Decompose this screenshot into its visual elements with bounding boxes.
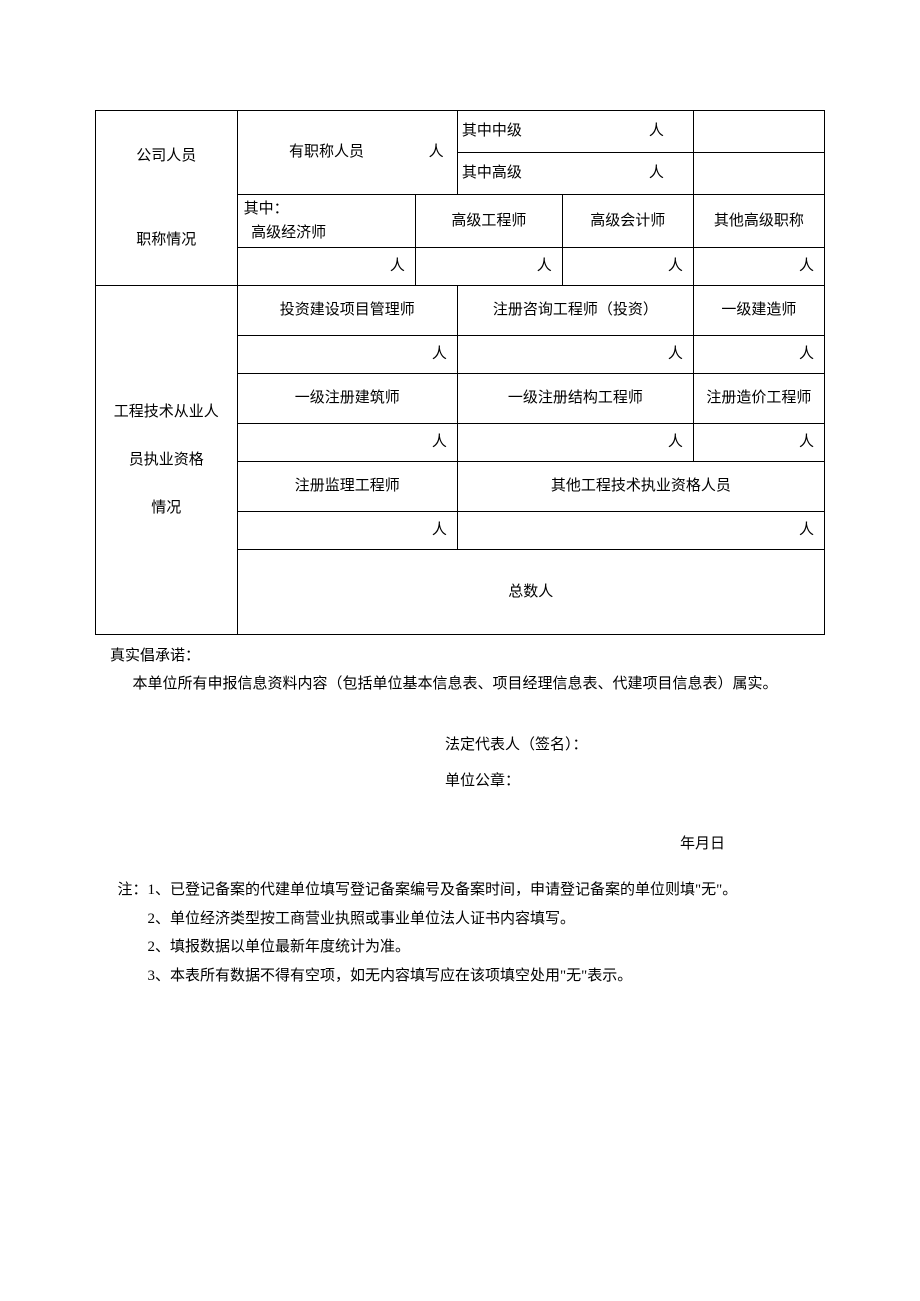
q-r1c3-unit: 人 <box>693 336 824 374</box>
q-r1c1-unit: 人 <box>237 336 457 374</box>
document-page: 公司人员职称情况 有职称人员 人 其中中级 人 其中高级 人 其中： 高级经济师… <box>0 0 920 1050</box>
mid-level-unit: 人 <box>620 111 693 153</box>
q-r3c2-unit: 人 <box>457 512 824 550</box>
senior-level-blank <box>693 153 824 195</box>
q-r3c1-label: 注册监理工程师 <box>237 462 457 512</box>
q-r3c2-label: 其他工程技术执业资格人员 <box>457 462 824 512</box>
q-r1c2-label: 注册咨询工程师（投资） <box>457 286 693 336</box>
notes-block: 注：1、已登记备案的代建单位填写登记备案编号及备案时间，申请登记备案的单位则填"… <box>95 876 825 990</box>
q-r1c2-unit: 人 <box>457 336 693 374</box>
section2-header: 工程技术从业人员执业资格情况 <box>96 286 238 635</box>
mid-level-value <box>562 111 620 153</box>
q-r2c2-label: 一级注册结构工程师 <box>457 374 693 424</box>
senior-level-label: 其中高级 <box>457 153 562 195</box>
mid-level-label: 其中中级 <box>457 111 562 153</box>
sub4-unit: 人 <box>693 248 824 286</box>
section1-header: 公司人员职称情况 <box>96 111 238 286</box>
sub-prefix-cell: 其中： 高级经济师 <box>237 195 415 248</box>
note-3: 2、填报数据以单位最新年度统计为准。 <box>95 933 825 962</box>
q-r1c3-label: 一级建造师 <box>693 286 824 336</box>
mid-level-blank <box>693 111 824 153</box>
note-2: 2、单位经济类型按工商营业执照或事业单位法人证书内容填写。 <box>95 905 825 934</box>
note-1-text: 1、已登记备案的代建单位填写登记备案编号及备案时间，申请登记备案的单位则填"无"… <box>148 882 738 898</box>
commitment-block: 真实倡承诺： 本单位所有申报信息资料内容（包括单位基本信息表、项目经理信息表、代… <box>95 643 825 990</box>
title-staff-label: 有职称人员 <box>237 111 415 195</box>
commitment-body: 本单位所有申报信息资料内容（包括单位基本信息表、项目经理信息表、代建项目信息表）… <box>95 671 825 699</box>
q-r2c1-label: 一级注册建筑师 <box>237 374 457 424</box>
q-r2c3-label: 注册造价工程师 <box>693 374 824 424</box>
sub3-label: 高级会计师 <box>562 195 693 248</box>
date-line: 年月日 <box>95 831 825 859</box>
note-1: 注：1、已登记备案的代建单位填写登记备案编号及备案时间，申请登记备案的单位则填"… <box>95 876 825 905</box>
note-4: 3、本表所有数据不得有空项，如无内容填写应在该项填空处用"无"表示。 <box>95 962 825 991</box>
q-r2c2-unit: 人 <box>457 424 693 462</box>
q-r2c1-unit: 人 <box>237 424 457 462</box>
sub2-label: 高级工程师 <box>415 195 562 248</box>
commitment-title: 真实倡承诺： <box>95 643 825 671</box>
senior-level-value <box>562 153 620 195</box>
total-label: 总数人 <box>237 550 824 635</box>
form-table: 公司人员职称情况 有职称人员 人 其中中级 人 其中高级 人 其中： 高级经济师… <box>95 110 825 635</box>
q-r1c1-label: 投资建设项目管理师 <box>237 286 457 336</box>
sub-prefix: 其中： <box>244 201 289 217</box>
signature-rep: 法定代表人（签名）： <box>445 727 825 763</box>
signature-seal: 单位公章： <box>445 763 825 799</box>
q-r2c3-unit: 人 <box>693 424 824 462</box>
notes-prefix: 注： <box>118 882 148 898</box>
sub2-unit: 人 <box>415 248 562 286</box>
sub1-unit: 人 <box>237 248 415 286</box>
signature-block: 法定代表人（签名）： 单位公章： <box>445 727 825 799</box>
sub4-label: 其他高级职称 <box>693 195 824 248</box>
sub3-unit: 人 <box>562 248 693 286</box>
senior-level-unit: 人 <box>620 153 693 195</box>
q-r3c1-unit: 人 <box>237 512 457 550</box>
title-staff-unit: 人 <box>415 111 457 195</box>
sub1-label: 高级经济师 <box>251 225 326 241</box>
